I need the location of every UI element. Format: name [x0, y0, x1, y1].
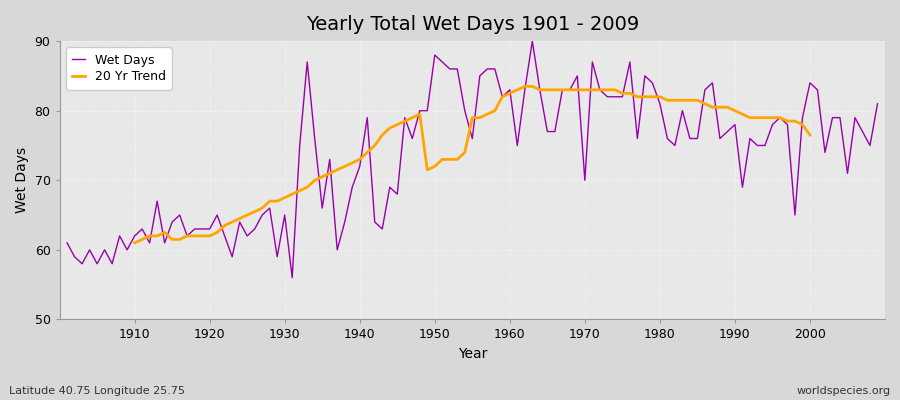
- 20 Yr Trend: [797, 122, 808, 127]
- Wet Days: [504, 88, 515, 92]
- 20 Yr Trend: [519, 84, 530, 89]
- 20 Yr Trend: [707, 105, 718, 110]
- Legend: Wet Days, 20 Yr Trend: Wet Days, 20 Yr Trend: [66, 47, 172, 90]
- Wet Days: [287, 275, 298, 280]
- 20 Yr Trend: [130, 240, 140, 245]
- 20 Yr Trend: [805, 133, 815, 138]
- Wet Days: [122, 248, 132, 252]
- X-axis label: Year: Year: [457, 347, 487, 361]
- Wet Days: [512, 143, 523, 148]
- Wet Days: [609, 94, 620, 99]
- 20 Yr Trend: [212, 230, 222, 235]
- Title: Yearly Total Wet Days 1901 - 2009: Yearly Total Wet Days 1901 - 2009: [306, 15, 639, 34]
- Y-axis label: Wet Days: Wet Days: [15, 147, 29, 213]
- 20 Yr Trend: [302, 185, 312, 190]
- Wet Days: [294, 143, 305, 148]
- Text: worldspecies.org: worldspecies.org: [796, 386, 891, 396]
- Wet Days: [526, 39, 537, 44]
- Wet Days: [872, 101, 883, 106]
- Line: Wet Days: Wet Days: [68, 41, 878, 278]
- Line: 20 Yr Trend: 20 Yr Trend: [135, 86, 810, 243]
- 20 Yr Trend: [789, 119, 800, 124]
- 20 Yr Trend: [287, 192, 298, 196]
- Wet Days: [62, 240, 73, 245]
- Text: Latitude 40.75 Longitude 25.75: Latitude 40.75 Longitude 25.75: [9, 386, 185, 396]
- Wet Days: [339, 220, 350, 224]
